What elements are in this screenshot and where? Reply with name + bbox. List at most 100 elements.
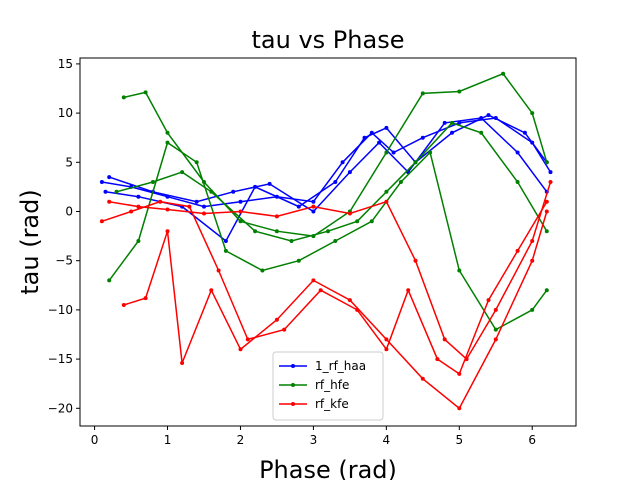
data-point (413, 258, 418, 263)
data-point (457, 371, 462, 376)
series-group (99, 71, 553, 411)
data-point (340, 160, 345, 165)
data-point (180, 361, 185, 365)
data-point (107, 175, 112, 180)
data-point (318, 288, 323, 293)
legend-label: 1_rf_haa (315, 359, 366, 373)
data-point (311, 204, 316, 209)
data-point (457, 89, 462, 94)
data-point (384, 199, 389, 204)
chart-title: tau vs Phase (252, 26, 405, 54)
legend-label: rf_hfe (315, 378, 349, 392)
data-point (530, 258, 535, 263)
data-point (493, 307, 498, 312)
series-line (123, 72, 548, 237)
y-axis-label: tau (rad) (16, 189, 44, 295)
data-point (530, 111, 535, 116)
series-line (101, 200, 548, 376)
data-point (238, 347, 243, 352)
data-point (493, 337, 498, 342)
data-point (333, 239, 338, 243)
x-tick-label: 2 (237, 433, 245, 447)
data-point (311, 209, 316, 214)
data-point (209, 288, 214, 293)
data-point (442, 120, 447, 125)
x-tick-label: 0 (91, 433, 99, 447)
data-point (129, 209, 134, 214)
data-point (311, 278, 316, 283)
x-tick-label: 6 (528, 433, 536, 447)
data-point (435, 357, 440, 362)
data-point (274, 317, 279, 322)
data-point (107, 278, 112, 283)
data-point (420, 91, 425, 96)
data-point (289, 239, 294, 243)
data-point (515, 180, 520, 184)
data-point (384, 189, 389, 194)
x-axis-label: Phase (rad) (259, 456, 397, 480)
data-point (165, 229, 170, 234)
data-point (143, 296, 148, 301)
data-point (384, 150, 389, 155)
data-point (165, 140, 170, 145)
data-point (311, 199, 316, 204)
data-point (180, 170, 185, 175)
data-point (428, 150, 433, 155)
data-point (260, 268, 265, 273)
data-point (187, 204, 192, 209)
y-tick-label: 10 (58, 106, 73, 120)
data-point (548, 180, 553, 184)
x-tick-label: 4 (383, 433, 391, 447)
data-point (238, 219, 243, 224)
data-point (296, 204, 301, 209)
series-line (116, 122, 548, 242)
data-point (457, 268, 462, 273)
data-point (238, 209, 243, 214)
data-point (442, 337, 447, 342)
series-rf_kfe (99, 180, 553, 411)
data-point (530, 239, 535, 243)
data-point (333, 180, 338, 184)
y-tick-label: 5 (65, 155, 73, 169)
data-point (223, 248, 228, 253)
data-point (136, 194, 141, 199)
data-point (420, 135, 425, 140)
data-point (391, 150, 396, 155)
data-point (274, 229, 279, 234)
data-point (202, 211, 206, 216)
series-rf_hfe (107, 71, 549, 332)
data-point (493, 327, 498, 332)
data-point (457, 120, 462, 125)
data-point (267, 181, 272, 186)
data-point (136, 239, 141, 243)
data-point (282, 327, 287, 332)
legend-marker (291, 402, 295, 406)
data-point (544, 199, 549, 204)
data-point (515, 150, 520, 155)
data-point (296, 258, 301, 263)
y-tick-label: −20 (48, 401, 73, 415)
data-point (253, 229, 258, 234)
data-point (103, 189, 108, 194)
data-point (377, 140, 382, 145)
data-point (486, 298, 491, 303)
data-point (245, 337, 250, 342)
data-point (450, 130, 454, 135)
data-point (274, 214, 279, 219)
data-point (522, 130, 527, 135)
x-tick-label: 5 (455, 433, 463, 447)
data-point (347, 211, 352, 216)
data-point (544, 160, 549, 165)
data-point (544, 288, 549, 293)
data-point (479, 130, 484, 135)
data-point (450, 120, 454, 125)
legend: 1_rf_haa rf_hfe rf_kfe (272, 351, 384, 421)
data-point (209, 189, 214, 194)
data-point (413, 160, 418, 165)
data-point (99, 180, 104, 184)
data-point (143, 90, 148, 95)
data-point (486, 113, 491, 118)
data-point (544, 229, 549, 234)
legend-marker (291, 364, 295, 368)
